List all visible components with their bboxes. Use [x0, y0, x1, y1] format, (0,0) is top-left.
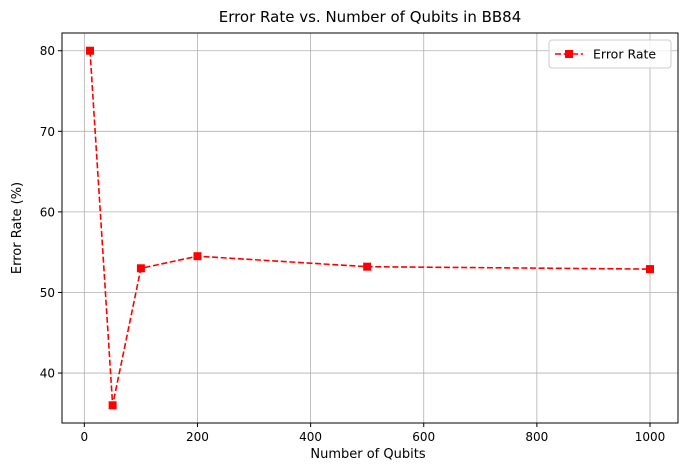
data-point-marker [86, 46, 94, 55]
x-tick-label: 200 [186, 430, 209, 444]
x-tick-label: 600 [412, 430, 435, 444]
y-axis-label: Error Rate (%) [10, 182, 25, 274]
plot-area-frame [61, 32, 679, 424]
legend-marker-sample [565, 50, 573, 58]
x-tick-label: 1000 [635, 430, 666, 444]
data-point-marker [108, 401, 117, 410]
x-tick-label: 0 [81, 430, 89, 444]
series-line [89, 50, 651, 406]
x-tick-label: 400 [299, 430, 322, 444]
x-axis-label: Number of Qubits [310, 447, 425, 462]
axis-ticks: 0 200 400 600 800 1000 40 50 60 70 80 [40, 44, 666, 444]
legend-box [548, 39, 672, 69]
y-tick-label: 70 [40, 125, 55, 139]
y-tick-label: 60 [40, 205, 55, 219]
data-point-marker [193, 252, 202, 261]
y-tick-label: 80 [40, 44, 55, 58]
legend: Error Rate [548, 39, 672, 69]
data-point-marker [136, 264, 145, 273]
x-tick-label: 800 [525, 430, 548, 444]
data-series [86, 46, 654, 410]
y-tick-label: 50 [40, 286, 55, 300]
data-point-marker [646, 265, 654, 274]
grid-lines [62, 33, 678, 423]
legend-label: Error Rate [593, 47, 656, 62]
chart-title: Error Rate vs. Number of Qubits in BB84 [219, 8, 522, 26]
y-tick-label: 40 [40, 367, 55, 381]
data-point-marker [363, 262, 372, 271]
